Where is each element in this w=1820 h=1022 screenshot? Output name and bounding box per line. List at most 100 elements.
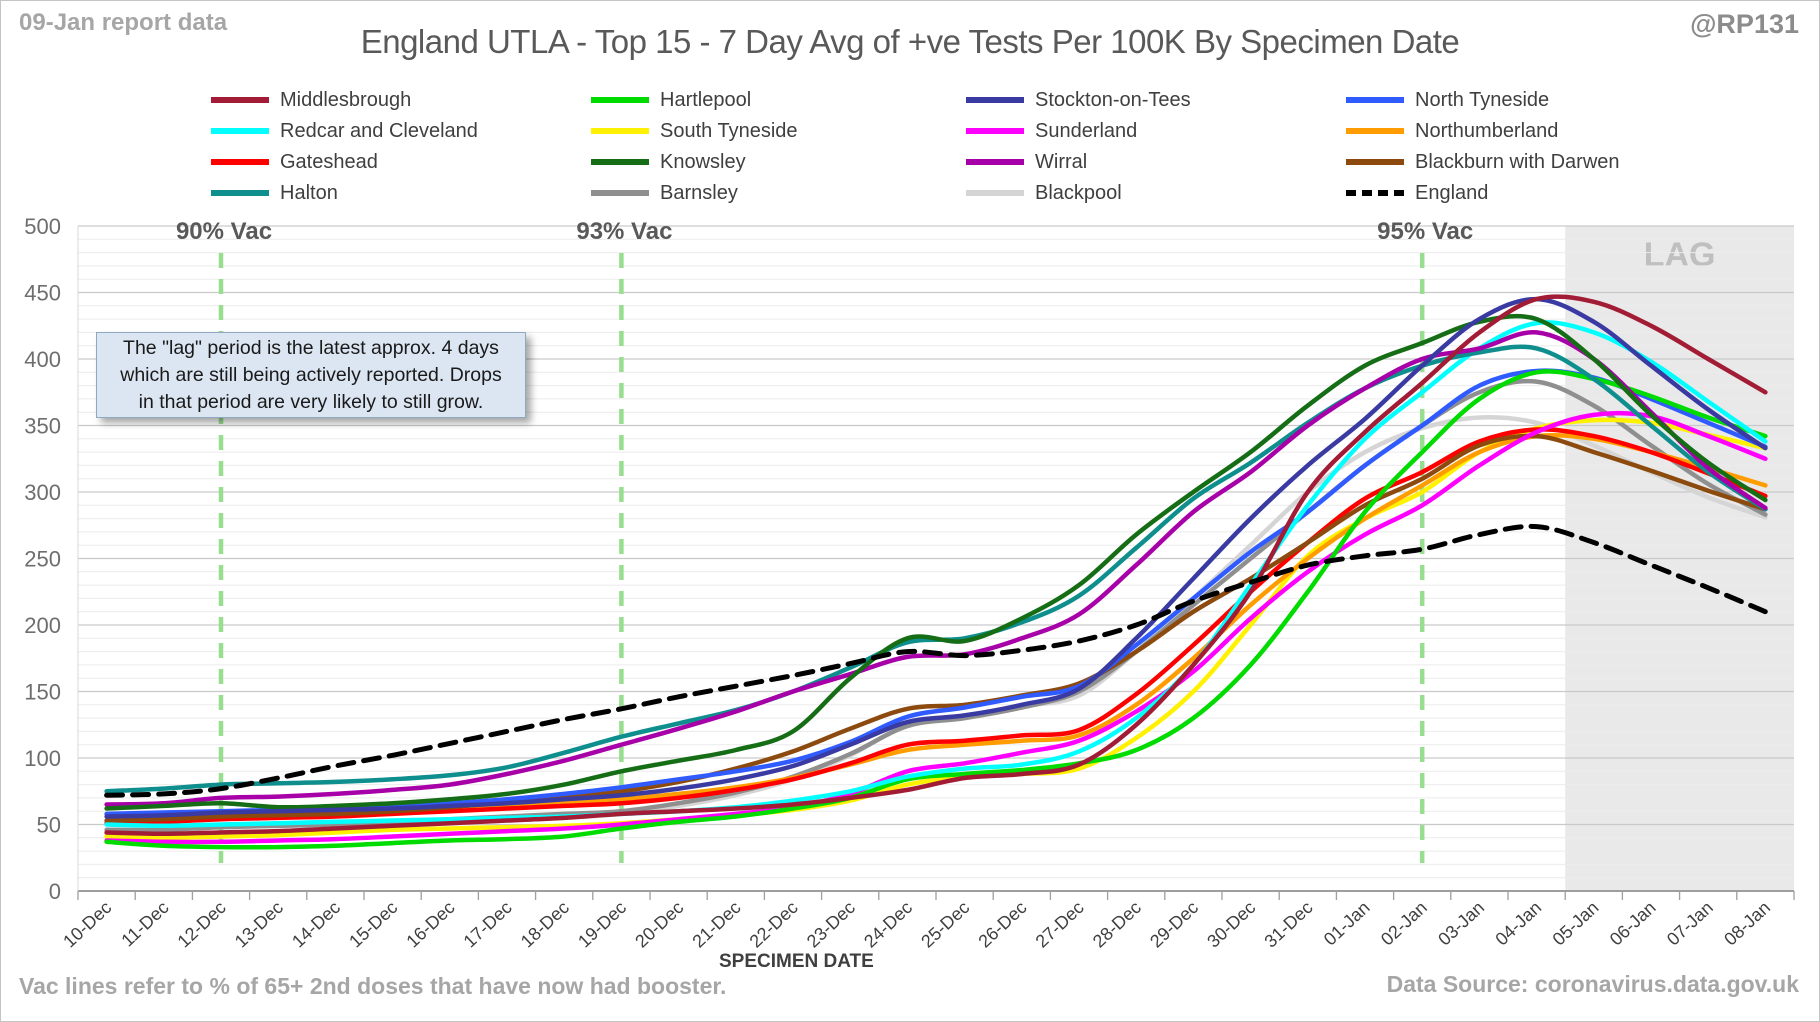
svg-text:18-Dec: 18-Dec xyxy=(517,897,573,951)
svg-text:14-Dec: 14-Dec xyxy=(288,897,344,951)
svg-text:13-Dec: 13-Dec xyxy=(231,897,287,951)
vac-line-label: 95% Vac xyxy=(1377,218,1473,245)
data-source-credit: Data Source: coronavirus.data.gov.uk xyxy=(1386,971,1799,997)
svg-text:250: 250 xyxy=(24,547,61,572)
legend-item-hartlepool: Hartlepool xyxy=(589,87,964,113)
legend-swatch-middlesbrough xyxy=(211,97,269,103)
series-line-hartlepool xyxy=(104,369,1768,850)
legend-item-middlesbrough: Middlesbrough xyxy=(209,87,589,113)
svg-text:04-Jan: 04-Jan xyxy=(1491,897,1545,949)
svg-text:28-Dec: 28-Dec xyxy=(1089,897,1145,951)
svg-text:31-Dec: 31-Dec xyxy=(1260,897,1316,951)
legend-label: Blackpool xyxy=(1035,181,1122,204)
legend-label: Middlesbrough xyxy=(280,88,412,111)
legend-swatch-north-tyneside xyxy=(1346,97,1404,103)
svg-text:100: 100 xyxy=(24,746,61,771)
legend-swatch-halton xyxy=(211,190,269,196)
svg-text:22-Dec: 22-Dec xyxy=(746,897,802,951)
series-line-middlesbrough xyxy=(104,294,1768,837)
svg-text:19-Dec: 19-Dec xyxy=(574,897,630,951)
svg-text:05-Jan: 05-Jan xyxy=(1549,897,1603,949)
legend-item-barnsley: Barnsley xyxy=(589,180,964,206)
svg-text:24-Dec: 24-Dec xyxy=(860,897,916,951)
legend-item-england: England xyxy=(1344,180,1674,206)
legend-item-north-tyneside: North Tyneside xyxy=(1344,87,1674,113)
legend-item-halton: Halton xyxy=(209,180,589,206)
svg-text:16-Dec: 16-Dec xyxy=(402,897,458,951)
legend-swatch-gateshead xyxy=(211,159,269,165)
y-axis-labels: 0 50 100 150 200 250 300 350 400 450 500 xyxy=(24,214,61,904)
legend-swatch-northumberland xyxy=(1346,128,1404,134)
svg-text:15-Dec: 15-Dec xyxy=(345,897,401,951)
legend-label: South Tyneside xyxy=(660,119,798,142)
svg-text:25-Dec: 25-Dec xyxy=(917,897,973,951)
svg-text:30-Dec: 30-Dec xyxy=(1203,897,1259,951)
x-axis-ticks xyxy=(77,891,1795,900)
legend-label: Northumberland xyxy=(1415,119,1559,142)
legend-label: Hartlepool xyxy=(660,88,752,111)
legend-swatch-south-tyneside xyxy=(591,128,649,134)
series-line-halton xyxy=(104,344,1768,794)
lag-annotation-box: The "lag" period is the latest approx. 4… xyxy=(96,332,526,418)
svg-text:12-Dec: 12-Dec xyxy=(174,897,230,951)
report-date-note: 09-Jan report data xyxy=(19,9,228,36)
y-gridlines-major xyxy=(78,225,1794,826)
legend-swatch-knowsley xyxy=(591,159,649,165)
legend-item-sunderland: Sunderland xyxy=(964,118,1344,144)
vac-line-label: 93% Vac xyxy=(576,218,672,245)
legend-item-blackburn-with-darwen: Blackburn with Darwen xyxy=(1344,149,1674,175)
svg-text:06-Jan: 06-Jan xyxy=(1606,897,1660,949)
svg-text:03-Jan: 03-Jan xyxy=(1434,897,1488,949)
series-lines xyxy=(104,294,1768,850)
legend-item-wirral: Wirral xyxy=(964,149,1344,175)
legend-item-northumberland: Northumberland xyxy=(1344,118,1674,144)
legend-swatch-wirral xyxy=(966,159,1024,165)
legend-label: Wirral xyxy=(1035,150,1088,173)
svg-text:300: 300 xyxy=(24,480,61,505)
legend-item-redcar-and-cleveland: Redcar and Cleveland xyxy=(209,118,589,144)
series-line-stockton-on-tees xyxy=(104,296,1768,819)
lag-annotation-line: which are still being actively reported.… xyxy=(120,363,502,386)
legend-label: Knowsley xyxy=(660,150,746,173)
svg-text:150: 150 xyxy=(24,680,61,705)
svg-text:0: 0 xyxy=(49,879,61,904)
svg-text:29-Dec: 29-Dec xyxy=(1146,897,1202,951)
svg-text:10-Dec: 10-Dec xyxy=(59,897,115,951)
legend-label: Barnsley xyxy=(660,181,738,204)
legend-swatch-sunderland xyxy=(966,128,1024,134)
legend-item-gateshead: Gateshead xyxy=(209,149,589,175)
svg-text:50: 50 xyxy=(37,813,61,838)
legend-item-south-tyneside: South Tyneside xyxy=(589,118,964,144)
legend-swatch-barnsley xyxy=(591,190,649,196)
svg-text:400: 400 xyxy=(24,347,61,372)
series-line-blackburn-with-darwen xyxy=(104,433,1768,823)
page-title: England UTLA - Top 15 - 7 Day Avg of +ve… xyxy=(360,23,1460,60)
legend-swatch-hartlepool xyxy=(591,97,649,103)
svg-text:20-Dec: 20-Dec xyxy=(631,897,687,951)
legend-swatch-england xyxy=(1346,190,1404,196)
svg-text:08-Jan: 08-Jan xyxy=(1720,897,1774,949)
vac-lines-footnote: Vac lines refer to % of 65+ 2nd doses th… xyxy=(19,973,727,999)
legend-label: Stockton-on-Tees xyxy=(1035,88,1191,111)
legend-label: Redcar and Cleveland xyxy=(280,119,478,142)
legend-label: North Tyneside xyxy=(1415,88,1550,111)
series-line-redcar-and-cleveland xyxy=(104,320,1768,829)
svg-text:01-Jan: 01-Jan xyxy=(1320,897,1374,949)
legend-label: Gateshead xyxy=(280,150,378,173)
series-line-england xyxy=(104,523,1768,798)
series-line-gateshead xyxy=(104,427,1768,826)
svg-text:17-Dec: 17-Dec xyxy=(460,897,516,951)
legend-item-blackpool: Blackpool xyxy=(964,180,1344,206)
svg-text:21-Dec: 21-Dec xyxy=(688,897,744,951)
legend-swatch-blackpool xyxy=(966,190,1024,196)
svg-text:23-Dec: 23-Dec xyxy=(803,897,859,951)
svg-text:200: 200 xyxy=(24,613,61,638)
svg-text:02-Jan: 02-Jan xyxy=(1377,897,1431,949)
svg-text:27-Dec: 27-Dec xyxy=(1032,897,1088,951)
x-axis-title: SPECIMEN DATE xyxy=(719,951,874,972)
legend-swatch-stockton-on-tees xyxy=(966,97,1024,103)
svg-text:07-Jan: 07-Jan xyxy=(1663,897,1717,949)
legend-swatch-redcar-and-cleveland xyxy=(211,128,269,134)
